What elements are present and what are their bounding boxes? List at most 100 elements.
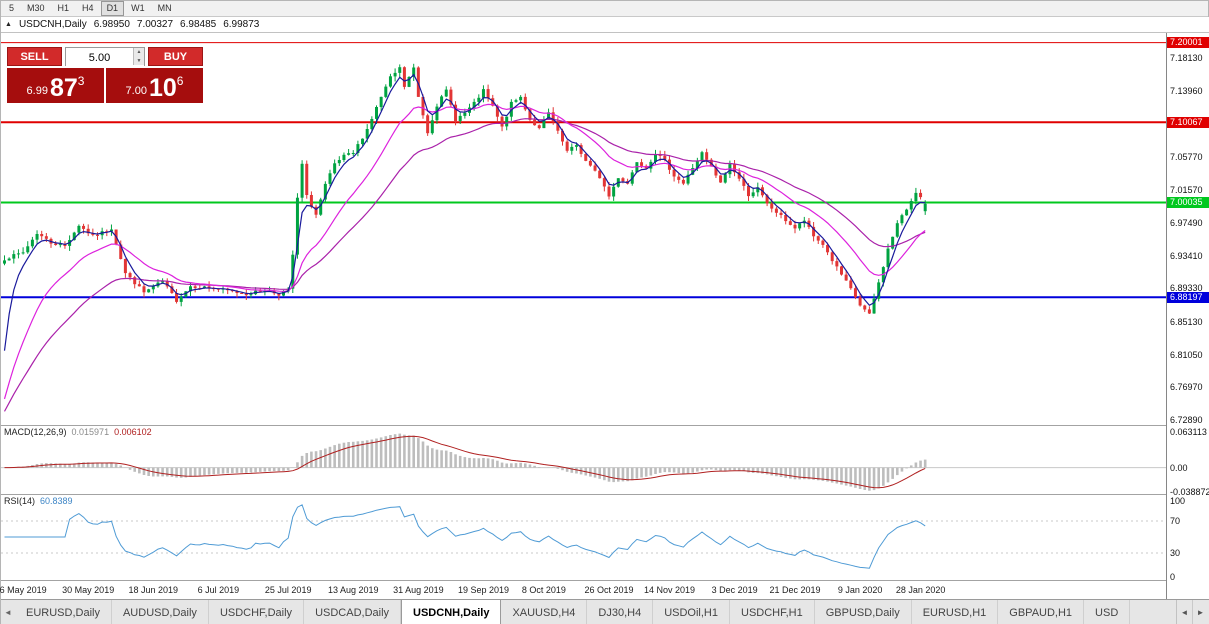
price-axis-label: 6.89330 <box>1170 283 1203 294</box>
buy-price-prefix: 7.00 <box>125 85 147 97</box>
symbol-tab[interactable]: USDCHF,H1 <box>730 600 815 624</box>
symbol-tab[interactable]: XAUUSD,H4 <box>501 600 588 624</box>
date-axis-label: 6 May 2019 <box>0 585 47 595</box>
date-axis-label: 13 Aug 2019 <box>328 585 379 595</box>
chart-body: SELL ▲ ▼ BUY 6.99 87 <box>0 32 1209 600</box>
volume-step-up-icon[interactable]: ▲ <box>133 48 144 57</box>
rsi-axis-label: 100 <box>1170 496 1186 506</box>
symbol-tab[interactable]: USDCHF,Daily <box>209 600 305 624</box>
symbol-tab[interactable]: USDCAD,Daily <box>304 600 402 624</box>
price-axis-label: 6.72890 <box>1170 414 1203 425</box>
symbol-tab[interactable]: USDOil,H1 <box>653 600 730 624</box>
macd-axis-label: 0.00 <box>1170 462 1188 473</box>
volume-step-down-icon[interactable]: ▼ <box>133 56 144 65</box>
sell-price-pip: 3 <box>77 74 85 88</box>
price-axis-label: 7.05770 <box>1170 151 1203 162</box>
macd-label: MACD(12,26,9) 0.015971 0.006102 <box>4 427 152 437</box>
tab-scrollers: ◄ ► <box>1176 600 1208 624</box>
date-axis-label: 19 Sep 2019 <box>457 585 510 595</box>
timeframe-button-D1[interactable]: D1 <box>100 1 125 16</box>
buy-price-big: 10 <box>148 74 177 102</box>
timeframe-toolbar: 5 M30 H1 H4 D1 W1 MN <box>1 1 1208 17</box>
volume-input[interactable] <box>66 49 144 67</box>
timeframe-button-5[interactable]: 5 <box>9 3 15 13</box>
chart-symbol-title: USDCNH,Daily <box>18 19 87 30</box>
panel-splitter[interactable] <box>1 494 1209 495</box>
date-axis-label: 18 Jun 2019 <box>128 585 179 595</box>
price-axis-label: 6.85130 <box>1170 316 1203 327</box>
sell-price-big: 87 <box>49 74 78 102</box>
symbol-tab[interactable]: GBPUSD,Daily <box>815 600 912 624</box>
date-axis-label: 14 Nov 2019 <box>643 585 696 595</box>
price-axis[interactable]: 7.20001 7.10067 7.00035 6.88197 7.18130 7.139… <box>1166 33 1209 600</box>
date-axis-label: 31 Aug 2019 <box>393 585 444 595</box>
panel-splitter <box>1 580 1209 581</box>
date-axis-label: 8 Oct 2019 <box>521 585 566 595</box>
macd-axis-label: -0.038872 <box>1170 487 1209 497</box>
sell-price-prefix: 6.99 <box>26 85 48 97</box>
buy-price-pip: 6 <box>176 74 184 88</box>
price-level-tag[interactable]: 7.00035 <box>1167 197 1209 208</box>
symbol-tab[interactable]: AUDUSD,Daily <box>112 600 209 624</box>
price-axis-label: 7.13960 <box>1170 86 1203 96</box>
rsi-axis-label: 70 <box>1170 516 1181 526</box>
panel-splitter[interactable] <box>1 425 1209 426</box>
rsi-axis-label: 0 <box>1170 572 1176 582</box>
timeframe-button-H1[interactable]: H1 <box>57 3 70 13</box>
price-axis-label: 6.76970 <box>1170 382 1203 393</box>
timeframe-button-W1[interactable]: W1 <box>131 3 145 13</box>
date-axis-label: 3 Dec 2019 <box>711 585 758 595</box>
timeframe-button-M30[interactable]: M30 <box>27 3 45 13</box>
symbol-tab[interactable]: USD <box>1084 600 1131 624</box>
one-click-trading-panel: SELL ▲ ▼ BUY 6.99 87 <box>7 47 203 103</box>
price-level-tag[interactable]: 7.20001 <box>1167 37 1209 49</box>
collapse-chart-icon[interactable]: ▲ <box>5 21 12 28</box>
price-axis-label: 6.93410 <box>1170 250 1203 261</box>
date-axis-label: 9 Jan 2020 <box>837 585 883 595</box>
symbol-tab[interactable]: DJ30,H4 <box>587 600 654 624</box>
rsi-axis-label: 30 <box>1170 548 1181 558</box>
macd-panel: MACD(12,26,9) 0.015971 0.006102 <box>1 426 1166 494</box>
symbol-tab[interactable]: EURUSD,H1 <box>912 600 999 624</box>
date-axis-label: 21 Dec 2019 <box>769 585 821 595</box>
price-level-tag[interactable]: 6.88197 <box>1167 291 1209 303</box>
sell-button[interactable]: SELL <box>7 47 62 66</box>
rsi-label: RSI(14) 60.8389 <box>4 496 73 506</box>
rsi-panel: RSI(14) 60.8389 <box>1 495 1166 580</box>
volume-box: ▲ ▼ <box>65 47 145 67</box>
tabs-strip: EURUSD,Daily AUDUSD,Daily USDCHF,Daily USDC… <box>15 600 1131 624</box>
candlestick-canvas[interactable] <box>1 33 1166 425</box>
tab-scroll-left-icon[interactable]: ◄ <box>1177 600 1193 624</box>
time-axis[interactable]: 6 May 2019 30 May 2019 18 Jun 2019 6 Jul 20… <box>0 581 1166 600</box>
chart-title-bar: ▲ USDCNH,Daily 6.98950 7.00327 6.98485 6… <box>1 17 1209 32</box>
quote-open: 6.98950 <box>93 19 130 30</box>
symbol-tab[interactable]: USDCNH,Daily <box>401 600 502 624</box>
chart-window: ▲ USDCNH,Daily 6.98950 7.00327 6.98485 6… <box>0 17 1209 600</box>
date-axis-label: 26 Oct 2019 <box>584 585 634 595</box>
rsi-canvas[interactable] <box>1 495 1166 580</box>
price-axis-label: 6.81050 <box>1170 349 1203 360</box>
timeframe-button-MN[interactable]: MN <box>157 3 172 13</box>
quote-high: 7.00327 <box>136 19 174 30</box>
buy-price-display: 7.00 10 6 <box>106 68 203 103</box>
tab-scroll-right-icon[interactable]: ► <box>1196 608 1205 617</box>
price-axis-label: 7.01570 <box>1170 185 1203 196</box>
quote-low: 6.98485 <box>180 19 217 30</box>
price-axis-label: 6.97490 <box>1170 217 1203 228</box>
date-axis-label: 25 Jul 2019 <box>264 585 312 595</box>
price-axis-label: 7.18130 <box>1170 52 1203 63</box>
tabbar-left-arrow-icon[interactable]: ◄ <box>4 608 12 617</box>
symbol-tabbar: ◄ EURUSD,Daily AUDUSD,Daily USDCHF,Daily US… <box>1 599 1209 624</box>
timeframe-button-H4[interactable]: H4 <box>82 3 94 13</box>
date-axis-label: 28 Jan 2020 <box>895 585 946 595</box>
date-axis-label: 6 Jul 2019 <box>197 585 240 595</box>
price-level-tag[interactable]: 7.10067 <box>1167 116 1209 128</box>
buy-button[interactable]: BUY <box>148 47 203 66</box>
quote-close: 6.99873 <box>223 19 260 30</box>
symbol-tab[interactable]: EURUSD,Daily <box>15 600 112 624</box>
sell-price-display: 6.99 87 3 <box>7 68 104 103</box>
symbol-tab[interactable]: GBPAUD,H1 <box>998 600 1085 624</box>
macd-canvas[interactable] <box>1 426 1166 494</box>
date-axis-label: 30 May 2019 <box>62 585 115 595</box>
